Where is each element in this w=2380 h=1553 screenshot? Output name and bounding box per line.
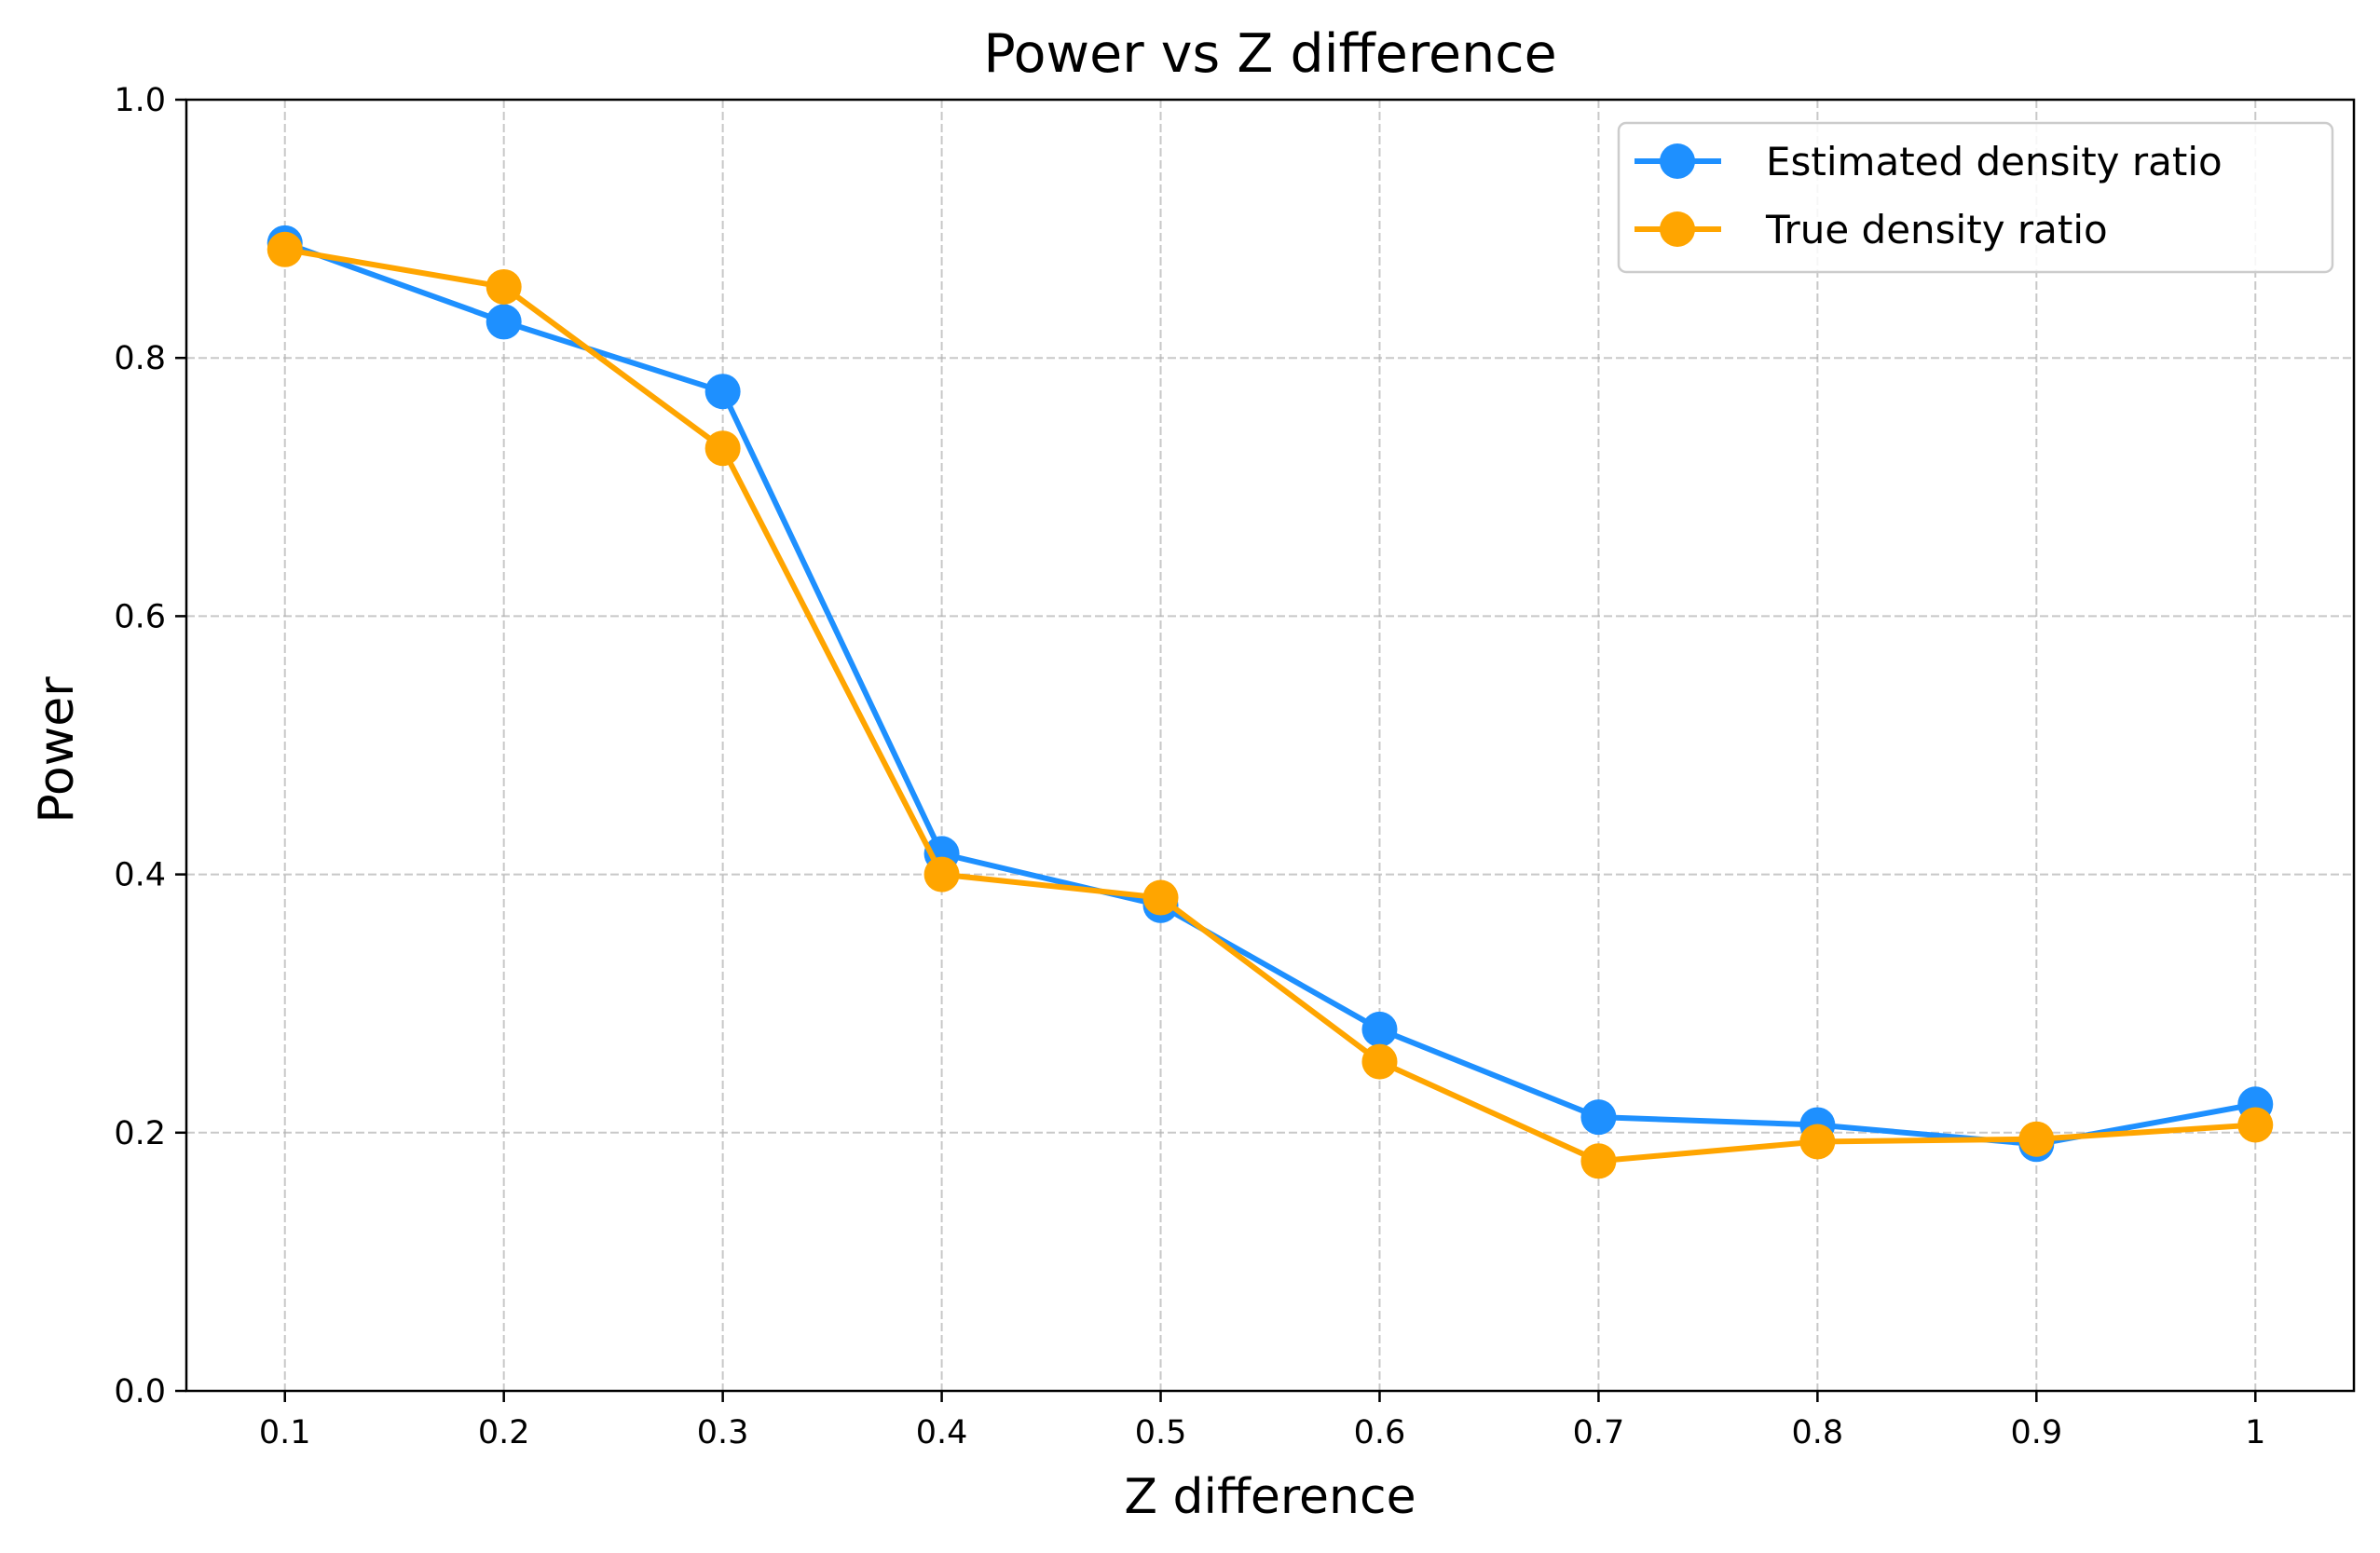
legend-box [1617,121,2334,274]
x-tick-label: 0.3 [697,1414,749,1451]
x-tick-label: 0.5 [1135,1414,1187,1451]
x-tick-label: 0.6 [1354,1414,1406,1451]
data-point-estimated [704,374,741,410]
data-point-true [1580,1143,1617,1179]
y-tick-label: 1.0 [114,82,166,119]
legend: Estimated density ratio True density rat… [1617,121,2334,274]
series-layer [267,225,2274,1179]
plot-area-frame [185,98,2356,1393]
y-tick-label: 0.6 [114,598,166,635]
legend-label-estimated: Estimated density ratio [1766,139,2223,184]
series-line-true [281,246,2259,1165]
chart-title: Power vs Z difference [983,23,1556,85]
y-tick-label: 0.8 [114,340,166,377]
grid [186,100,2354,1391]
legend-marker-estimated [1660,143,1695,179]
data-point-estimated [1361,1011,1398,1047]
y-axis-label: Power [29,676,85,824]
data-point-true [486,268,522,305]
y-tick-label: 0.4 [114,857,166,894]
data-point-true [923,856,960,892]
data-point-true [2018,1121,2055,1157]
data-point-true [1361,1043,1398,1080]
x-tick-label: 0.9 [2010,1414,2062,1451]
data-point-true [704,430,741,467]
legend-marker-true [1660,211,1695,247]
x-tick-label: 1 [2245,1414,2265,1451]
y-tick-label: 0.0 [114,1373,166,1410]
data-point-estimated [1580,1099,1617,1136]
data-point-estimated [486,304,522,340]
x-tick-label: 0.4 [916,1414,968,1451]
x-tick-label: 0.1 [259,1414,311,1451]
y-tick-label: 0.2 [114,1115,166,1152]
data-point-true [1142,879,1179,916]
x-axis-label: Z difference [1124,1469,1416,1525]
series-line-estimated [281,239,2259,1148]
x-tick-label: 0.7 [1573,1414,1625,1451]
data-point-true [1799,1124,1836,1160]
x-tick-label: 0.2 [478,1414,530,1451]
data-point-true [2237,1107,2274,1143]
legend-label-true: True density ratio [1765,207,2108,252]
data-point-true [267,231,303,267]
axis-ticks: 0.1 0.2 0.3 0.4 0.5 0.6 0.7 0.8 0.9 1 0.0 0.2 0.4 0.6… [114,82,2265,1451]
x-tick-label: 0.8 [1792,1414,1844,1451]
